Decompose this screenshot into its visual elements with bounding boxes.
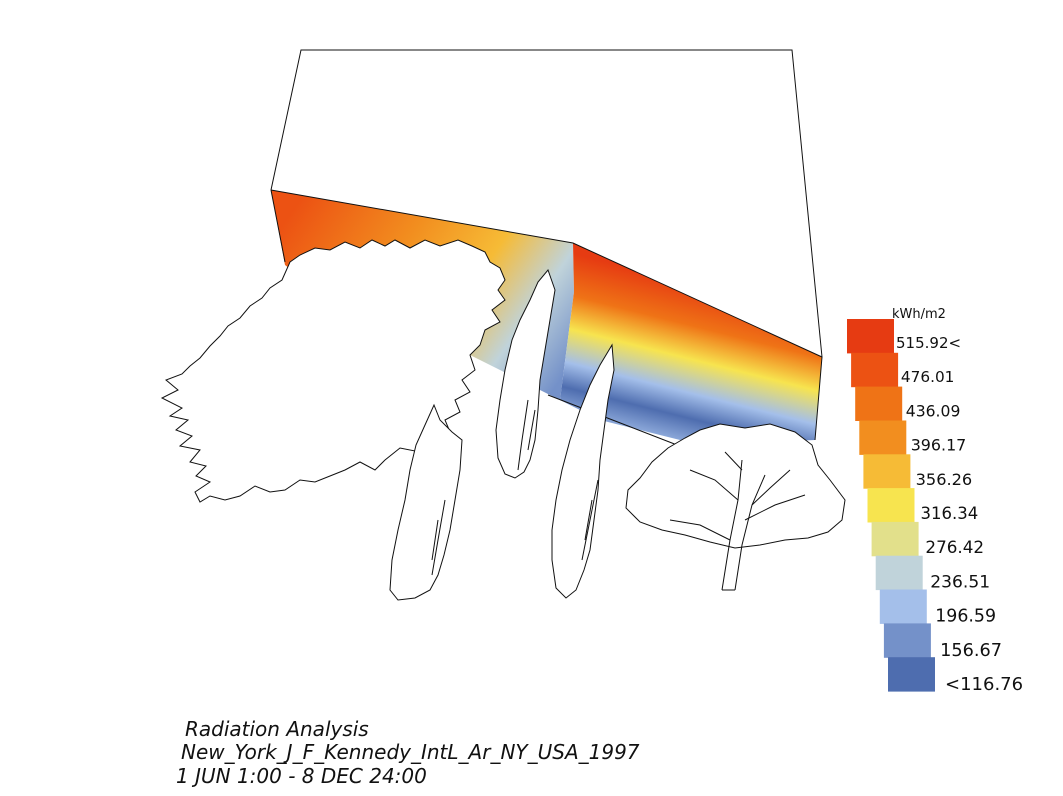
- legend-swatch: [867, 488, 915, 523]
- legend-swatch: [883, 623, 931, 658]
- legend-tick-label: 156.67: [940, 641, 1002, 661]
- legend-tick-label: <116.76: [945, 674, 1023, 695]
- facade-top-edge: [270, 189, 823, 358]
- legend-swatch: [859, 420, 907, 455]
- legend-tick-label: 236.51: [930, 572, 990, 592]
- round-tree-canopy: [625, 423, 846, 549]
- cypress-tree-1: [495, 269, 556, 479]
- cypress-trunk-lines: [431, 399, 599, 576]
- legend-swatch: [855, 386, 903, 421]
- legend-tick-label: 316.34: [921, 504, 979, 523]
- legend-tick-label: 476.01: [901, 368, 955, 386]
- building-outline: [270, 49, 823, 358]
- legend-swatch: [851, 352, 899, 388]
- legend-tick-label: 396.17: [911, 436, 967, 455]
- legend-tick-label: 515.92<: [896, 334, 961, 352]
- round-tree-branches: [669, 451, 806, 591]
- legend-swatch: [879, 589, 927, 624]
- legend-swatch: [875, 555, 923, 591]
- facade-right-edge: [814, 356, 823, 441]
- legend-swatch: [888, 657, 935, 692]
- legend-swatch: [863, 454, 911, 489]
- legend-tick-label: 196.59: [935, 607, 996, 627]
- legend-unit: kWh/m2: [892, 307, 946, 322]
- legend-swatch: [871, 521, 919, 557]
- legend-tick-label: 356.26: [916, 470, 973, 489]
- facade-left-edge: [270, 189, 286, 263]
- legend-tick-label: 276.42: [925, 537, 984, 557]
- facade-bottom-edge: [547, 394, 691, 451]
- cypress-tree-3: [389, 403, 463, 601]
- legend-tick-label: 436.09: [906, 402, 961, 420]
- large-tree-silhouette: [160, 239, 506, 503]
- cypress-tree-2: [551, 343, 615, 599]
- legend-swatch: [847, 319, 894, 354]
- facade-east-radiation: [560, 243, 822, 445]
- legend: kWh/m2 515.92< 476.01 436.09 396.17 356.26 316…: [847, 307, 1023, 695]
